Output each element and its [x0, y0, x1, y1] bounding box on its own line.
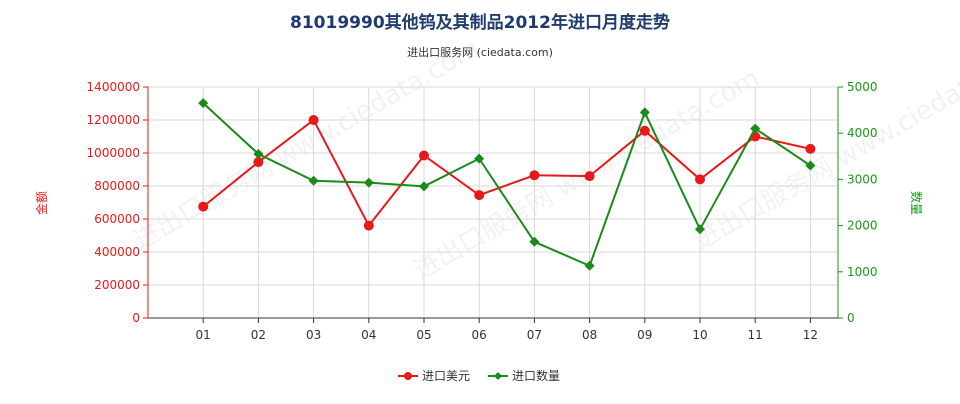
- data-point-quantity: [640, 107, 650, 117]
- data-point-quantity: [585, 261, 595, 271]
- legend-label: 进口数量: [512, 368, 560, 383]
- legend-swatch-marker: [404, 372, 412, 380]
- y-tick-label-right: 5000: [847, 80, 878, 94]
- data-point-value: [529, 170, 539, 180]
- x-tick-label: 05: [416, 328, 431, 342]
- data-point-value: [419, 150, 429, 160]
- y-tick-label-left: 800000: [94, 179, 140, 193]
- watermark-text: 进出口服务网 www.ciedata.com: [689, 33, 960, 256]
- legend: 进口美元 进口数量: [398, 368, 560, 383]
- x-tick-label: 08: [582, 328, 597, 342]
- data-point-value: [640, 126, 650, 136]
- x-tick-label: 06: [472, 328, 487, 342]
- chart-subtitle: 进出口服务网 (ciedata.com): [407, 45, 553, 59]
- x-tick-label: 04: [361, 328, 376, 342]
- x-tick-label: 02: [251, 328, 266, 342]
- legend-swatch-marker: [494, 372, 502, 380]
- x-tick-label: 07: [527, 328, 542, 342]
- y-tick-label-left: 1400000: [87, 80, 140, 94]
- data-point-quantity: [309, 176, 319, 186]
- y-tick-label-right: 2000: [847, 219, 878, 233]
- watermark-layer: 进出口服务网 www.ciedata.com 进出口服务网 www.ciedata…: [129, 33, 960, 286]
- x-tick-label: 01: [196, 328, 211, 342]
- y-tick-label-left: 200000: [94, 278, 140, 292]
- y-tick-label-left: 600000: [94, 212, 140, 226]
- y-axis-label-left: 金额: [34, 191, 49, 215]
- watermark-text: 进出口服务网 www.ciedata.com: [129, 33, 485, 256]
- data-point-value: [695, 174, 705, 184]
- data-point-value: [309, 115, 319, 125]
- data-point-value: [364, 221, 374, 231]
- x-tick-label: 10: [692, 328, 707, 342]
- x-tick-label: 03: [306, 328, 321, 342]
- data-point-value: [805, 144, 815, 154]
- y-tick-label-right: 3000: [847, 172, 878, 186]
- y-tick-label-left: 0: [132, 311, 140, 325]
- data-point-quantity: [419, 181, 429, 191]
- data-point-value: [585, 171, 595, 181]
- y-tick-label-right: 4000: [847, 126, 878, 140]
- chart-title: 81019990其他钨及其制品2012年进口月度走势: [290, 12, 670, 33]
- y-tick-label-left: 1000000: [87, 146, 140, 160]
- x-tick-label: 12: [803, 328, 818, 342]
- x-tick-label: 11: [748, 328, 763, 342]
- y-axis-label-right: 数量: [909, 191, 924, 215]
- y-tick-label-right: 1000: [847, 265, 878, 279]
- data-point-value: [474, 190, 484, 200]
- data-point-value: [198, 202, 208, 212]
- x-tick-label: 09: [637, 328, 652, 342]
- y-tick-label-right: 0: [847, 311, 855, 325]
- y-tick-label-left: 400000: [94, 245, 140, 259]
- y-tick-label-left: 1200000: [87, 113, 140, 127]
- legend-label: 进口美元: [422, 369, 470, 383]
